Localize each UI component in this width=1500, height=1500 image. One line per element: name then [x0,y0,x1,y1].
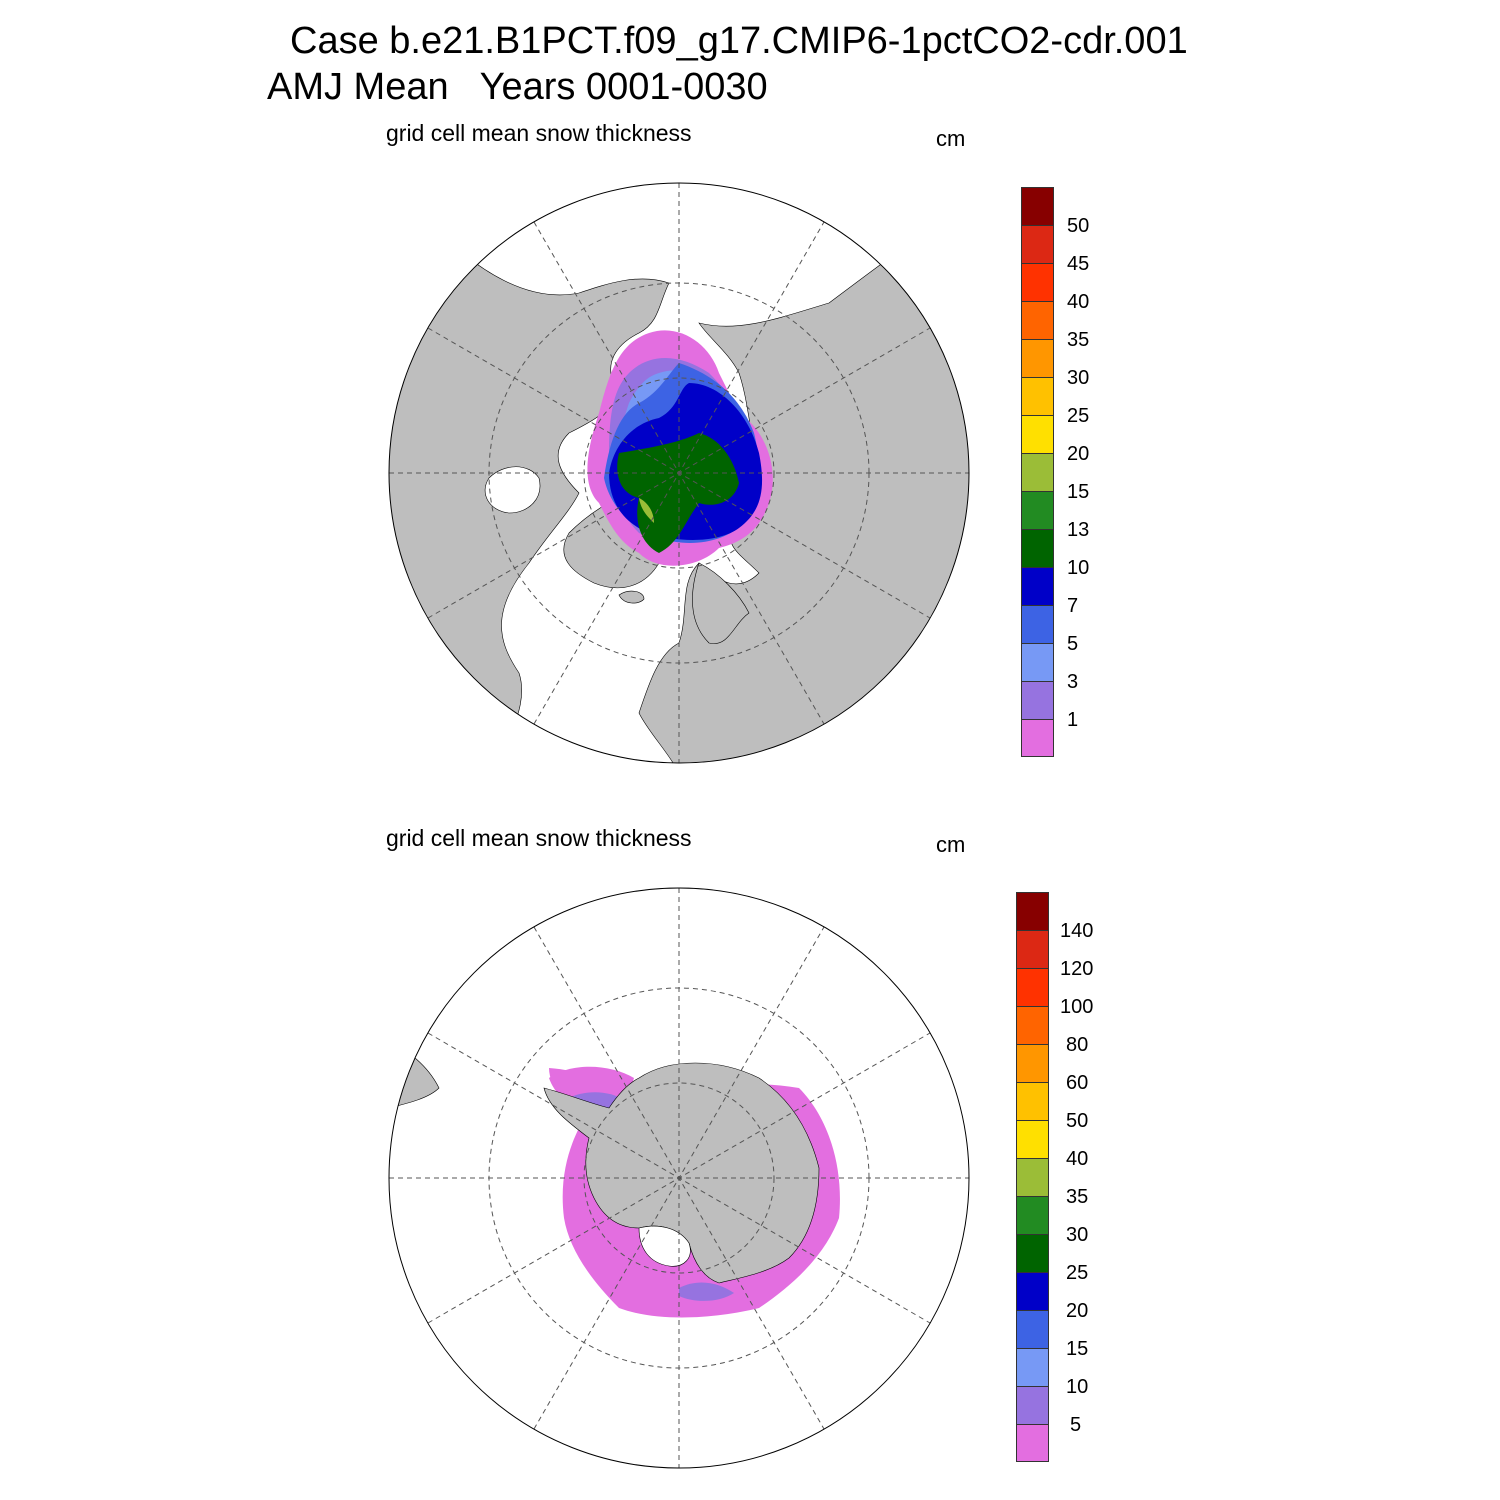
north-colorbar-cell [1021,415,1054,454]
south-colorbar-cell [1016,968,1049,1007]
north-colorbar-tick: 45 [1067,253,1090,275]
south-colorbar-cell [1016,1272,1049,1311]
north-map-border [388,182,970,764]
north-panel-title: grid cell mean snow thickness [386,120,692,146]
iceland-land [618,590,645,604]
north-colorbar-tick: 35 [1067,329,1090,351]
south-polar-map [388,887,970,1469]
north-colorbar-tick: 40 [1067,291,1090,313]
north-colorbar-tick: 1 [1067,709,1079,731]
north-colorbar-cell [1021,225,1054,264]
figure-title-line2: AMJ Mean Years 0001-0030 [267,66,768,108]
north-colorbar-tick: 50 [1067,215,1090,237]
north-colorbar-cell [1021,643,1054,682]
north-polar-map [388,182,970,764]
scandinavia-land [692,562,750,644]
north-colorbar-tick: 3 [1067,671,1079,693]
south-colorbar-tick: 5 [1070,1414,1082,1436]
south-colorbar-tick: 10 [1066,1376,1089,1398]
south-colorbar-cell [1016,892,1049,931]
south-colorbar-cell [1016,1424,1049,1462]
north-colorbar-cell [1021,605,1054,644]
south-colorbar-tick: 40 [1066,1148,1089,1170]
south-colorbar-tick: 25 [1066,1262,1089,1284]
south-colorbar-cell [1016,1120,1049,1159]
south-colorbar-cell [1016,1044,1049,1083]
north-colorbar-cell [1021,529,1054,568]
north-colorbar-cell [1021,377,1054,416]
north-colorbar-cell [1021,567,1054,606]
south-colorbar-cell [1016,1310,1049,1349]
south-colorbar-cell [1016,1158,1049,1197]
north-colorbar-tick: 13 [1067,519,1090,541]
hudson-bay-ocean [484,466,541,514]
south-colorbar-cell [1016,1082,1049,1121]
north-colorbar-tick: 5 [1067,633,1079,655]
north-colorbar-tick: 25 [1067,405,1090,427]
north-colorbar: 1 3 5 7 10 13 15 20 25 30 35 40 45 50 [1021,187,1101,757]
north-colorbar-cell [1021,301,1054,340]
snow-field-south-ross [679,1282,734,1301]
north-colorbar-tick: 7 [1067,595,1079,617]
south-colorbar-cell [1016,930,1049,969]
north-colorbar-tick: 15 [1067,481,1090,503]
south-colorbar-tick: 50 [1066,1110,1089,1132]
north-colorbar-cell [1021,681,1054,720]
north-colorbar-tick: 30 [1067,367,1090,389]
south-colorbar-cell [1016,1234,1049,1273]
north-colorbar-cell [1021,339,1054,378]
south-colorbar-cell [1016,1006,1049,1045]
north-colorbar-cell [1021,187,1054,226]
figure-title-line1: Case b.e21.B1PCT.f09_g17.CMIP6-1pctCO2-c… [290,20,1188,62]
north-colorbar-cell [1021,719,1054,757]
south-colorbar-cell [1016,1386,1049,1425]
south-panel-units: cm [936,832,966,857]
north-colorbar-tick: 10 [1067,557,1090,579]
south-colorbar-tick: 60 [1066,1072,1089,1094]
africa-land [908,888,969,959]
north-colorbar-cell [1021,491,1054,530]
south-map-border [388,887,970,1469]
south-colorbar-cell [1016,1348,1049,1387]
south-colorbar-tick: 100 [1060,996,1094,1018]
north-graticule [389,183,969,763]
ross-sea [638,1225,691,1267]
south-panel-title: grid cell mean snow thickness [386,825,692,851]
south-colorbar-tick: 30 [1066,1224,1089,1246]
south-graticule [389,888,969,1468]
south-colorbar-tick: 80 [1066,1034,1089,1056]
north-panel-units: cm [936,126,966,151]
south-colorbar-tick: 15 [1066,1338,1089,1360]
south-colorbar-tick: 20 [1066,1300,1089,1322]
north-colorbar-cell [1021,263,1054,302]
north-colorbar-tick: 20 [1067,443,1090,465]
south-colorbar: 5 10 15 20 25 30 35 40 50 60 80 100 120 … [1016,892,1106,1462]
south-colorbar-tick: 35 [1066,1186,1089,1208]
south-colorbar-cell [1016,1196,1049,1235]
north-colorbar-cell [1021,453,1054,492]
south-colorbar-tick: 120 [1060,958,1094,980]
south-colorbar-tick: 140 [1060,920,1094,942]
